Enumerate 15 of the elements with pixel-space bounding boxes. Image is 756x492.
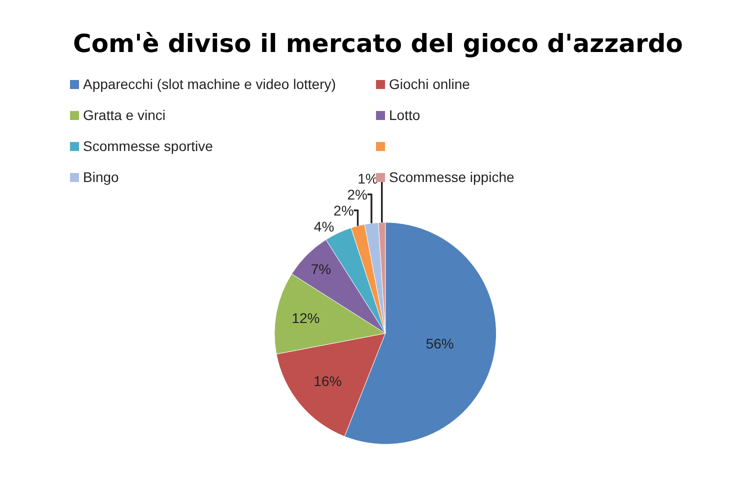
data-label: 12% bbox=[292, 310, 320, 326]
legend-label: Gratta e vinci bbox=[83, 107, 166, 123]
data-label: 2% bbox=[334, 202, 354, 218]
legend-label: Bingo bbox=[83, 169, 119, 185]
legend-label: Apparecchi (slot machine e video lottery) bbox=[83, 76, 336, 92]
data-label: 56% bbox=[426, 336, 454, 352]
chart-title: Com'è diviso il mercato del gioco d'azzardo bbox=[73, 28, 683, 58]
data-label: 2% bbox=[347, 186, 368, 202]
legend-label: Scommesse sportive bbox=[83, 138, 213, 154]
legend-label: Lotto bbox=[389, 107, 420, 123]
legend-label: Giochi online bbox=[389, 76, 470, 92]
data-label: 16% bbox=[314, 373, 342, 390]
data-label: 7% bbox=[310, 260, 332, 277]
legend-label: Scommesse ippiche bbox=[389, 169, 514, 185]
data-label: 4% bbox=[314, 218, 334, 234]
